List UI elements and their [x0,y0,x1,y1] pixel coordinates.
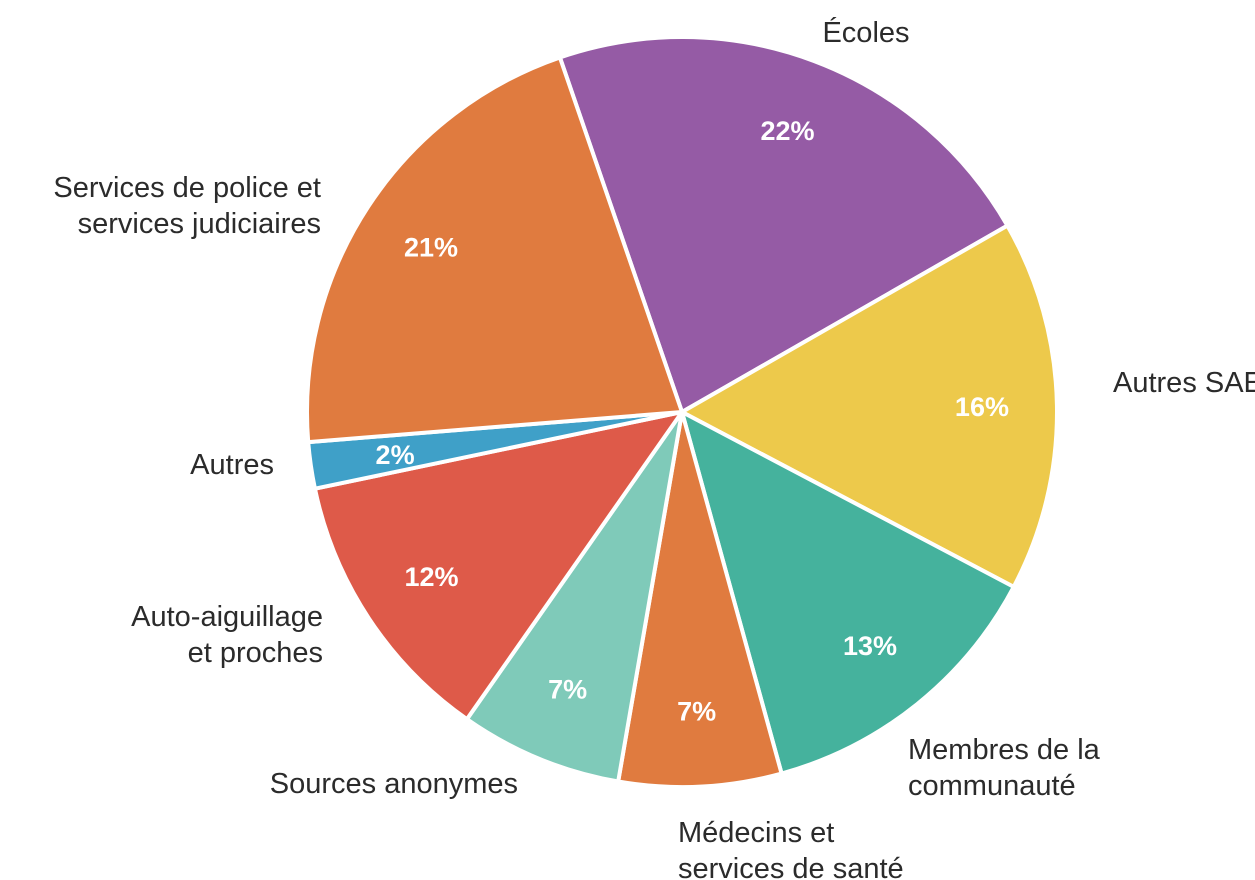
slice-category-label: Médecins et services de santé [678,817,904,880]
pie-slice [305,55,684,445]
pie-slice [312,410,684,722]
slice-category-label-line: services de santé [678,853,904,880]
slice-category-label-line: services judiciaires [78,208,321,240]
slice-category-label: Membres de la communauté [908,734,1101,802]
slice-category-label: Auto-aiguillage et proches [131,601,323,669]
slice-category-label-line: Écoles [822,16,909,49]
pie-slice [616,410,784,789]
slice-percent-label: 2% [376,440,415,470]
slice-category-label: Autres [190,449,274,481]
pie-slice [557,35,1010,414]
slice-category-label-line: Autres [190,449,274,481]
slice-category-label-line: Auto-aiguillage [131,601,323,633]
slice-category-label: Sources anonymes [270,768,518,800]
slice-category-label-line: et proches [188,637,323,669]
slice-percent-label: 7% [677,697,716,727]
slice-category-label-line: Autres SAE [1113,367,1255,399]
slice-percent-label: 16% [955,392,1009,422]
pie-slices [305,35,1059,789]
slice-category-label: Écoles [822,16,909,49]
pie-slice [680,223,1059,589]
slice-percent-label: 21% [404,233,458,263]
slice-percent-label: 13% [843,631,897,661]
slice-category-label-line: Sources anonymes [270,768,518,800]
slice-percent-label: 22% [761,116,815,146]
pie-slice [464,410,684,784]
slice-category-label-line: communauté [908,770,1076,802]
slice-category-label: Services de police et services judiciaire… [53,172,321,240]
slice-category-label-line: Médecins et [678,817,834,849]
pie-slice [680,410,1016,776]
slice-category-label-line: Membres de la [908,734,1101,766]
slice-percent-label: 7% [548,674,587,704]
percent-labels: 22% 16% 13% 7% 7% 12% 2% 21% [376,116,1009,726]
slice-percent-label: 12% [405,562,459,592]
slice-category-label: Autres SAE [1113,367,1255,399]
slice-category-label-line: Services de police et [53,172,321,204]
